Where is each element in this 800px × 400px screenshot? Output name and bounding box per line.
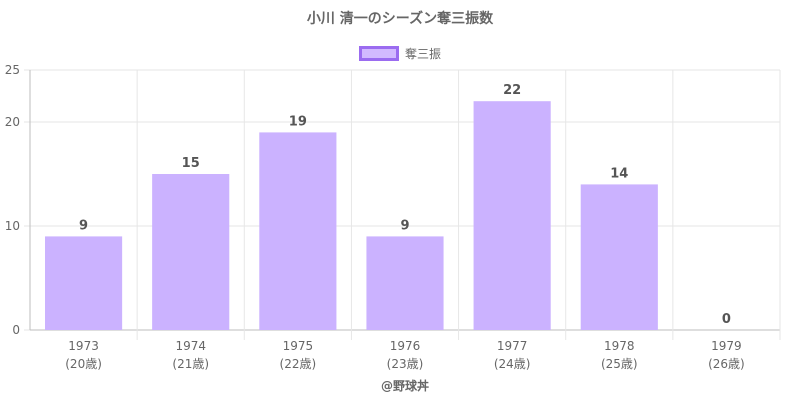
x-tick-label: 1979 bbox=[711, 339, 742, 353]
y-tick-label: 10 bbox=[5, 219, 20, 233]
y-tick-label: 20 bbox=[5, 115, 20, 129]
x-tick-sublabel: (23歳) bbox=[387, 357, 424, 371]
data-label: 22 bbox=[503, 83, 521, 98]
x-tick-sublabel: (26歳) bbox=[708, 357, 745, 371]
bar[interactable] bbox=[259, 132, 337, 330]
bar[interactable] bbox=[152, 174, 230, 330]
data-label: 9 bbox=[79, 218, 88, 233]
x-tick-sublabel: (20歳) bbox=[65, 357, 102, 371]
x-tick-sublabel: (25歳) bbox=[601, 357, 638, 371]
y-tick-label: 0 bbox=[12, 323, 20, 337]
x-tick-label: 1978 bbox=[604, 339, 635, 353]
legend-swatch bbox=[358, 46, 399, 61]
x-tick-label: 1973 bbox=[68, 339, 99, 353]
bar[interactable] bbox=[366, 236, 444, 330]
x-tick-sublabel: (21歳) bbox=[172, 357, 209, 371]
bar[interactable] bbox=[473, 101, 551, 330]
bar[interactable] bbox=[45, 236, 123, 330]
source-credit: @野球丼 bbox=[380, 379, 429, 393]
x-tick-sublabel: (22歳) bbox=[280, 357, 317, 371]
data-label: 15 bbox=[182, 156, 200, 171]
chart-title: 小川 清一のシーズン奪三振数 bbox=[306, 11, 494, 27]
data-label: 19 bbox=[289, 114, 307, 129]
legend-label: 奪三振 bbox=[404, 47, 441, 61]
data-label: 14 bbox=[610, 166, 628, 181]
x-tick-label: 1976 bbox=[390, 339, 421, 353]
label-layer: 0 10 20 25 9 1973 (20歳) 15 1974 (21歳) 19 1975 (22歳) 9… bbox=[5, 63, 745, 371]
bar[interactable] bbox=[580, 184, 658, 330]
x-tick-label: 1977 bbox=[497, 339, 528, 353]
bar-layer bbox=[45, 101, 658, 330]
x-tick-label: 1975 bbox=[283, 339, 314, 353]
data-label: 0 bbox=[722, 312, 731, 327]
data-label: 9 bbox=[400, 218, 409, 233]
x-tick-sublabel: (24歳) bbox=[494, 357, 531, 371]
y-tick-label: 25 bbox=[5, 63, 20, 77]
legend[interactable]: 奪三振 bbox=[0, 45, 800, 62]
x-tick-label: 1974 bbox=[175, 339, 206, 353]
